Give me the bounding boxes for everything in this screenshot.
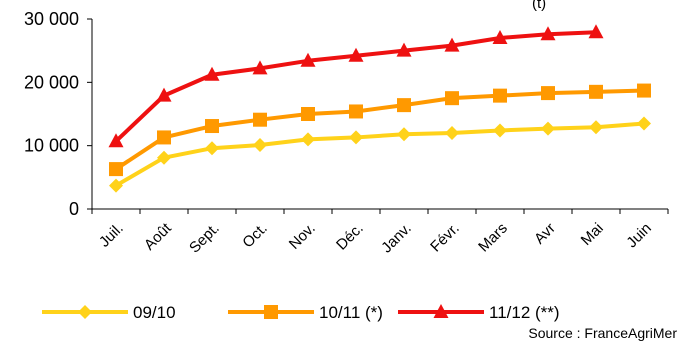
y-tick-label: 10 000 <box>24 136 79 156</box>
x-tick-label: Janv. <box>378 220 415 257</box>
series-line <box>114 88 645 171</box>
data-point <box>445 91 459 106</box>
y-tick-label: 0 <box>69 199 79 219</box>
data-point <box>301 132 315 147</box>
data-point <box>252 60 268 75</box>
data-point <box>157 130 171 145</box>
legend-label: 10/11 (*) <box>319 303 383 322</box>
data-point <box>109 178 123 193</box>
data-point <box>253 138 267 153</box>
x-tick-label: Avr <box>531 220 559 248</box>
data-point <box>157 150 171 165</box>
data-point <box>349 104 363 119</box>
data-point <box>493 88 507 103</box>
data-point <box>109 162 123 177</box>
x-tick-label: Févr. <box>427 220 463 256</box>
x-tick-label: Mai <box>578 220 607 249</box>
data-point <box>589 120 603 135</box>
source-note: Source : FranceAgriMer <box>528 325 677 341</box>
data-point <box>397 98 411 113</box>
data-point <box>445 126 459 140</box>
data-point <box>205 119 219 134</box>
data-point <box>541 86 555 101</box>
series-layer <box>108 24 651 193</box>
y-axis-ticks: 0 10 000 20 000 30 000 <box>24 9 92 219</box>
legend-item: 11/12 (**) <box>398 303 560 322</box>
data-point <box>541 121 555 136</box>
y-tick-label: 30 000 <box>24 9 79 29</box>
series-1 <box>109 116 651 193</box>
x-tick-label: Juil. <box>96 220 127 251</box>
data-point <box>637 83 651 98</box>
data-point <box>205 141 219 156</box>
x-tick-label: Sept. <box>186 220 223 257</box>
legend-item: 10/11 (*) <box>228 303 383 322</box>
data-point <box>589 84 603 99</box>
legend-marker <box>433 304 449 318</box>
x-tick-label: Déc. <box>333 220 367 254</box>
legend-item: 09/10 <box>42 303 176 322</box>
data-point <box>444 37 460 52</box>
series-line <box>114 121 645 188</box>
series-2 <box>109 83 651 177</box>
y-tick-label: 20 000 <box>24 72 79 92</box>
series-3 <box>108 24 604 148</box>
data-point <box>540 26 556 41</box>
legend-marker <box>264 305 278 319</box>
data-point <box>108 133 124 148</box>
data-point <box>301 107 315 121</box>
x-tick-label: Oct. <box>239 220 270 251</box>
legend: 09/10 10/11 (*) 11/12 (**) <box>42 303 560 322</box>
data-point <box>637 116 651 131</box>
data-point <box>396 42 412 57</box>
legend-label: 11/12 (**) <box>489 303 560 322</box>
legend-label: 09/10 <box>133 303 176 322</box>
data-point <box>588 24 604 39</box>
legend-marker <box>78 305 92 319</box>
x-tick-label: Juin <box>623 220 654 251</box>
data-point <box>156 87 172 102</box>
data-point <box>253 112 267 127</box>
x-tick-label: Nov. <box>286 220 319 253</box>
data-point <box>493 123 507 138</box>
data-point <box>397 127 411 142</box>
data-point <box>204 66 220 81</box>
data-point <box>348 47 364 62</box>
x-tick-label: Mars <box>475 220 511 256</box>
data-point <box>349 130 363 145</box>
data-point <box>300 52 316 67</box>
chart-title-fragment: (t) <box>532 0 546 12</box>
x-axis-ticks: Juil. Août Sept. Oct. Nov. Déc. Janv. Févr. Mars… <box>91 209 669 257</box>
x-tick-label: Août <box>141 219 175 253</box>
data-point <box>492 30 508 44</box>
